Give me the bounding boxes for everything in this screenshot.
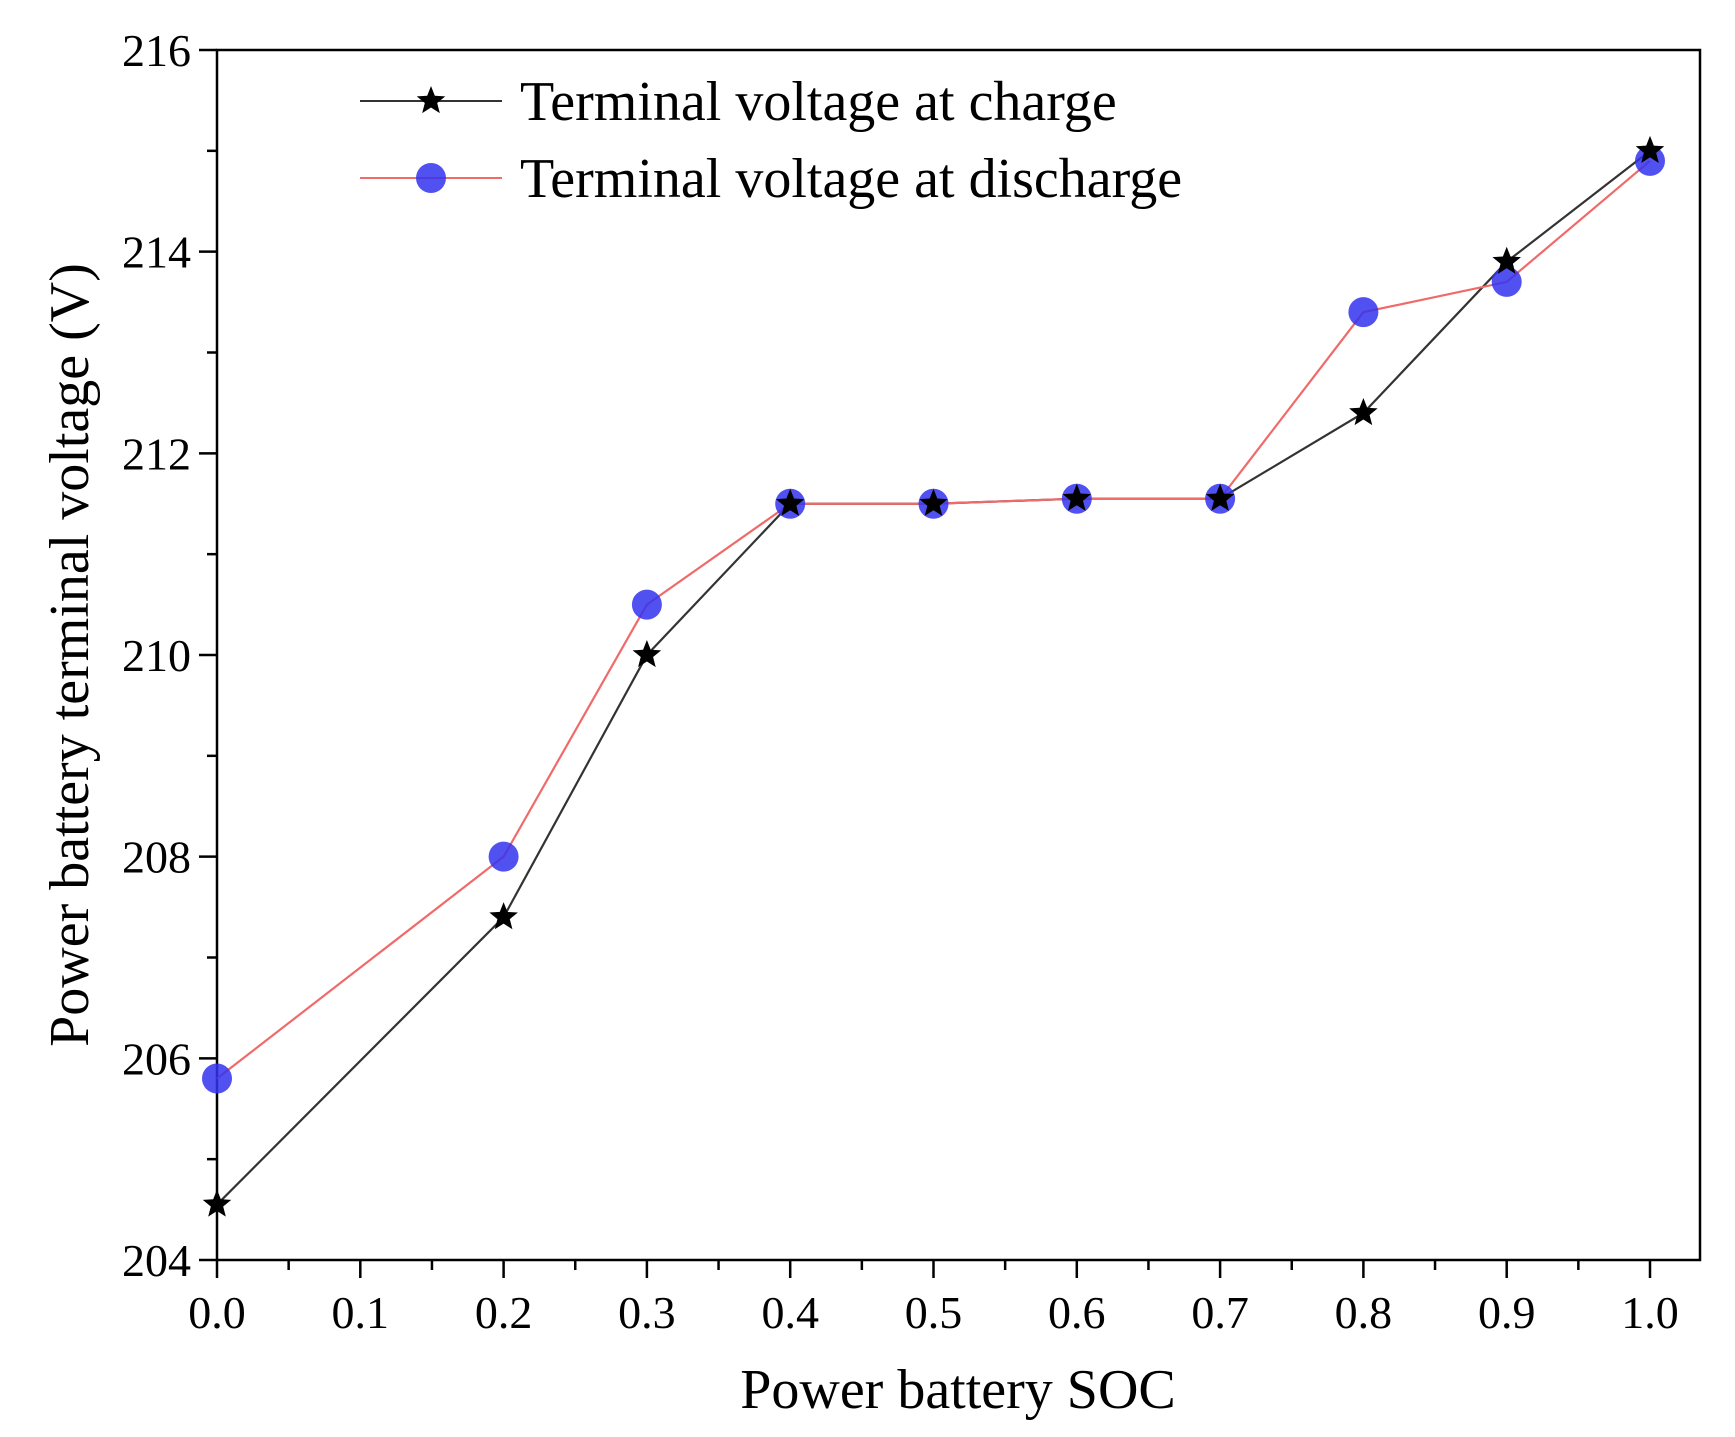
x-tick-label: 0.6 (1048, 1287, 1106, 1338)
y-tick-label: 212 (122, 428, 191, 479)
y-tick-label: 206 (122, 1033, 191, 1084)
legend-star-marker (416, 86, 446, 114)
y-tick-label: 208 (122, 832, 191, 883)
x-tick-label: 0.5 (905, 1287, 963, 1338)
legend-label-charge: Terminal voltage at charge (520, 71, 1117, 133)
x-tick-label: 0.7 (1191, 1287, 1249, 1338)
discharge-point (1348, 297, 1379, 328)
x-tick-label: 0.9 (1478, 1287, 1536, 1338)
charge-point (632, 640, 662, 668)
discharge-point (1491, 266, 1522, 297)
series-line-discharge (216, 160, 1651, 1080)
discharge-point (1635, 145, 1665, 176)
x-tick-label: 0.3 (618, 1287, 676, 1338)
discharge-point (631, 589, 662, 620)
charge-point (1205, 483, 1235, 511)
charge-point (775, 488, 805, 516)
x-tick-label: 0.2 (475, 1287, 533, 1338)
plot-frame (215, 48, 1702, 1262)
charge-point (1062, 483, 1092, 511)
charge-point (489, 902, 518, 930)
y-tick-label: 204 (122, 1235, 191, 1286)
y-axis-ticks (199, 48, 217, 1262)
x-tick-label: 0.4 (761, 1287, 819, 1338)
x-tick-label: 0.0 (188, 1287, 246, 1338)
y-axis-tick-labels: 204 206 208 210 212 214 216 (122, 25, 191, 1286)
charge-point (202, 1189, 232, 1217)
series-layer (202, 135, 1665, 1217)
legend-circle-marker (416, 163, 446, 193)
charge-point (1492, 246, 1521, 274)
x-tick-label: 0.1 (332, 1287, 390, 1338)
x-axis-ticks (215, 1260, 1652, 1278)
x-axis-title: Power battery SOC (740, 1359, 1176, 1421)
charge-point (919, 488, 948, 516)
series-line-charge (216, 149, 1651, 1206)
y-tick-label: 210 (122, 630, 191, 681)
legend-label-discharge: Terminal voltage at discharge (520, 148, 1182, 210)
legend: Terminal voltage at charge Terminal volt… (360, 71, 1182, 210)
x-tick-label: 1.0 (1621, 1287, 1679, 1338)
discharge-point (488, 841, 519, 872)
discharge-point (202, 1063, 232, 1094)
charge-point (1349, 398, 1378, 426)
y-tick-label: 214 (122, 227, 191, 278)
y-axis-title: Power battery terminal voltage (V) (39, 263, 101, 1047)
y-tick-label: 216 (122, 25, 191, 76)
charge-point (1635, 135, 1665, 163)
x-tick-label: 0.8 (1335, 1287, 1393, 1338)
x-axis-tick-labels: 0.0 0.1 0.2 0.3 0.4 0.5 0.6 0.7 0.8 0.9 1.0 (188, 1287, 1679, 1338)
